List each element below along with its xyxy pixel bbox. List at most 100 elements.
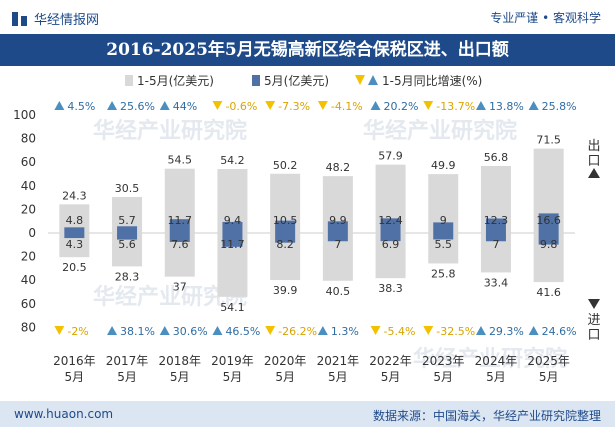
import-arrow-icon (588, 299, 600, 309)
x-tick-label: 5月 (65, 370, 85, 384)
import-growth-down-icon (54, 326, 65, 335)
x-tick-label: 5月 (117, 370, 137, 384)
import-growth-up-icon (159, 326, 170, 335)
legend-swatch (125, 75, 133, 86)
export-growth-label: 25.8% (542, 100, 577, 113)
legend-down-marker (355, 75, 365, 85)
import-cumulative-label: 33.4 (484, 276, 509, 289)
export-growth-up-icon (107, 101, 118, 110)
export-growth-up-icon (475, 101, 486, 110)
export-month-bar (433, 222, 454, 233)
export-cumulative-label: 54.5 (168, 154, 193, 167)
export-growth-label: 20.2% (384, 100, 419, 113)
y-tick-label: 100 (13, 108, 36, 122)
import-month-label: 8.2 (276, 238, 294, 251)
import-month-label: 11.7 (220, 238, 245, 251)
x-tick-label: 5月 (328, 370, 348, 384)
import-cumulative-label: 37 (173, 281, 187, 294)
x-tick-label: 2019年 (211, 354, 254, 368)
export-growth-label: 44% (173, 100, 197, 113)
export-growth-up-icon (159, 101, 170, 110)
x-tick-label: 5月 (486, 370, 506, 384)
x-tick-label: 2017年 (106, 354, 149, 368)
import-side-label-char: 进 (587, 313, 600, 328)
import-growth-down-icon (423, 326, 434, 335)
y-tick-label: 0 (28, 226, 36, 240)
y-tick-label: 20 (21, 250, 36, 264)
x-tick-label: 2025年 (527, 354, 570, 368)
x-tick-label: 5月 (381, 370, 401, 384)
import-cumulative-label: 20.5 (62, 261, 87, 274)
export-cumulative-label: 57.9 (378, 150, 403, 163)
export-month-bar (117, 226, 138, 233)
export-growth-label: 13.8% (489, 100, 524, 113)
export-side-label: 出口 (587, 139, 600, 169)
import-month-bar (380, 233, 401, 242)
import-month-label: 4.3 (66, 238, 84, 251)
x-tick-label: 5月 (433, 370, 453, 384)
import-month-label: 6.9 (382, 238, 400, 251)
export-cumulative-label: 54.2 (220, 154, 245, 167)
export-month-bar (538, 213, 559, 233)
import-growth-up-icon (475, 326, 486, 335)
y-tick-label: 40 (21, 273, 36, 287)
x-tick-label: 2022年 (369, 354, 412, 368)
y-tick-label: 20 (21, 202, 36, 216)
y-tick-label: 80 (21, 320, 36, 334)
import-growth-label: -26.2% (278, 325, 317, 338)
import-cumulative-label: 39.9 (273, 284, 298, 297)
brand: 华经情报网 (12, 9, 99, 28)
y-tick-label: 60 (21, 155, 36, 169)
legend-label: 1-5月同比增速(%) (382, 74, 482, 88)
x-tick-label: 5月 (170, 370, 190, 384)
export-growth-label: -4.1% (331, 100, 363, 113)
import-month-bar (538, 233, 559, 245)
export-month-label: 11.7 (168, 214, 193, 227)
export-side-label-char: 口 (587, 154, 600, 169)
export-month-label: 12.4 (378, 214, 403, 227)
export-month-label: 5.7 (118, 214, 136, 227)
export-side-label-char: 出 (587, 139, 600, 154)
import-side-label-char: 口 (587, 328, 600, 343)
x-tick-label: 2018年 (158, 354, 201, 368)
export-growth-label: -0.6% (225, 100, 257, 113)
y-tick-label: 60 (21, 297, 36, 311)
export-month-label: 9.9 (329, 214, 347, 227)
export-month-bar (485, 218, 506, 233)
footer: www.huaon.com 数据来源：中国海关，华经产业研究院整理 (0, 401, 615, 427)
watermark-text: 华经产业研究院 (413, 346, 567, 372)
import-growth-up-icon (107, 326, 118, 335)
website-link[interactable]: www.huaon.com (14, 407, 114, 421)
legend-swatch (252, 75, 260, 86)
export-growth-up-icon (54, 101, 65, 110)
top-bar: 华经情报网 专业严谨 • 客观科学 (0, 0, 615, 34)
import-growth-label: 46.5% (225, 325, 260, 338)
import-month-label: 7.6 (171, 238, 189, 251)
import-month-label: 7 (334, 238, 341, 251)
export-growth-down-icon (212, 101, 223, 110)
x-tick-label: 5月 (539, 370, 559, 384)
export-growth-down-icon (317, 101, 328, 110)
import-cumulative-label: 54.1 (220, 301, 245, 314)
x-tick-label: 5月 (223, 370, 243, 384)
export-arrow-icon (588, 168, 600, 178)
import-cumulative-label: 38.3 (378, 282, 403, 295)
import-growth-down-icon (265, 326, 276, 335)
export-month-bar (169, 219, 190, 233)
export-growth-label: 4.5% (67, 100, 95, 113)
export-month-label: 10.5 (273, 214, 298, 227)
chart-title: 2016-2025年5月无锡高新区综合保税区进、出口额 (0, 34, 615, 66)
legend-up-marker (368, 75, 378, 85)
import-growth-up-icon (317, 326, 328, 335)
export-cumulative-label: 48.2 (326, 161, 351, 174)
import-growth-up-icon (212, 326, 223, 335)
import-month-bar (275, 233, 296, 243)
export-growth-label: -7.3% (278, 100, 310, 113)
import-month-bar (222, 233, 243, 247)
import-month-bar (169, 233, 190, 242)
watermark-text: 华经产业研究院 (363, 118, 517, 144)
brand-name: 华经情报网 (34, 13, 100, 28)
y-tick-label: 40 (21, 179, 36, 193)
export-growth-label: 25.6% (120, 100, 155, 113)
